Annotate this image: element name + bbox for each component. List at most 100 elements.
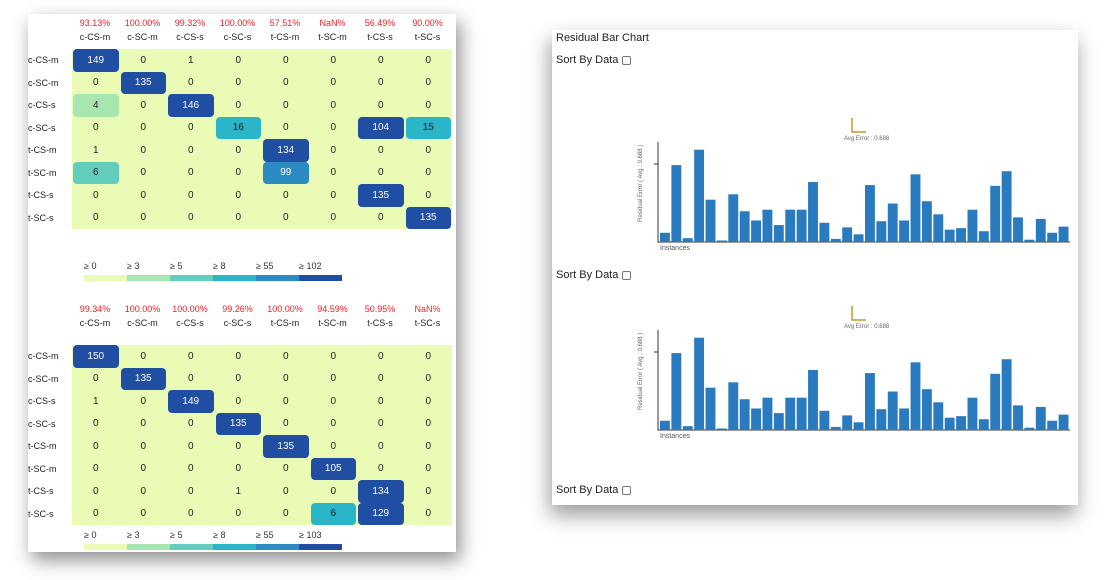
matrix-cell[interactable]: 0: [262, 94, 310, 117]
residual-bar[interactable]: [990, 373, 1001, 430]
matrix-cell[interactable]: 134: [357, 480, 405, 503]
matrix-cell[interactable]: 0: [214, 94, 262, 117]
matrix-cell-highlight[interactable]: 135: [405, 206, 451, 229]
matrix-cell-highlight[interactable]: 135: [120, 71, 166, 94]
matrix-cell[interactable]: 0: [72, 480, 120, 503]
matrix-cell[interactable]: 0: [262, 457, 310, 480]
matrix-cell[interactable]: 135: [119, 367, 167, 390]
matrix-cell[interactable]: 0: [167, 116, 215, 139]
matrix-cell[interactable]: 0: [357, 94, 405, 117]
matrix-cell[interactable]: 104: [357, 116, 405, 139]
matrix-cell-highlight[interactable]: 6: [310, 502, 356, 525]
residual-bar[interactable]: [773, 225, 784, 242]
residual-bar[interactable]: [921, 389, 932, 430]
residual-bar[interactable]: [933, 402, 944, 430]
sort-by-data-control[interactable]: Sort By Data: [556, 269, 632, 281]
matrix-cell[interactable]: 0: [357, 367, 405, 390]
matrix-cell[interactable]: 0: [119, 161, 167, 184]
sort-by-data-control[interactable]: Sort By Data: [556, 54, 632, 66]
matrix-cell[interactable]: 99: [262, 161, 310, 184]
residual-bar[interactable]: [876, 221, 887, 242]
matrix-cell[interactable]: 0: [404, 345, 452, 368]
residual-bar[interactable]: [1047, 420, 1058, 430]
matrix-cell-highlight[interactable]: 150: [73, 345, 119, 368]
residual-bar[interactable]: [728, 382, 739, 430]
matrix-cell[interactable]: 0: [72, 457, 120, 480]
matrix-cell[interactable]: 0: [214, 184, 262, 207]
residual-bar[interactable]: [660, 232, 670, 242]
matrix-cell-highlight[interactable]: 15: [405, 116, 451, 139]
matrix-cell[interactable]: 0: [214, 367, 262, 390]
matrix-cell[interactable]: 0: [404, 184, 452, 207]
matrix-cell[interactable]: 0: [167, 367, 215, 390]
residual-bar[interactable]: [887, 391, 898, 430]
matrix-cell[interactable]: 0: [214, 161, 262, 184]
residual-bar[interactable]: [956, 228, 966, 242]
matrix-cell[interactable]: 0: [72, 116, 120, 139]
matrix-cell-highlight[interactable]: 129: [358, 502, 404, 525]
matrix-cell[interactable]: 0: [119, 49, 167, 72]
residual-bar[interactable]: [671, 165, 682, 242]
matrix-cell[interactable]: 0: [357, 390, 405, 413]
matrix-cell[interactable]: 0: [167, 161, 215, 184]
residual-bar[interactable]: [967, 209, 978, 242]
matrix-cell-highlight[interactable]: 149: [73, 49, 119, 72]
matrix-cell[interactable]: 0: [309, 49, 357, 72]
matrix-cell[interactable]: 0: [119, 206, 167, 229]
matrix-cell[interactable]: 0: [119, 457, 167, 480]
matrix-cell[interactable]: 146: [167, 94, 215, 117]
sort-by-data-control[interactable]: Sort By Data: [556, 484, 632, 496]
residual-bar[interactable]: [705, 387, 716, 430]
matrix-cell[interactable]: 0: [119, 480, 167, 503]
matrix-cell[interactable]: 0: [72, 435, 120, 458]
residual-bar[interactable]: [1001, 171, 1012, 242]
matrix-cell[interactable]: 0: [262, 412, 310, 435]
matrix-cell[interactable]: 0: [262, 206, 310, 229]
residual-bar[interactable]: [956, 416, 966, 430]
matrix-cell-highlight[interactable]: 146: [168, 94, 214, 117]
matrix-cell[interactable]: 0: [309, 94, 357, 117]
matrix-cell[interactable]: 0: [309, 116, 357, 139]
matrix-cell[interactable]: 0: [119, 139, 167, 162]
matrix-cell[interactable]: 0: [357, 206, 405, 229]
matrix-cell[interactable]: 0: [262, 480, 310, 503]
matrix-cell[interactable]: 0: [404, 480, 452, 503]
residual-bar[interactable]: [1024, 427, 1035, 430]
matrix-cell[interactable]: 0: [214, 206, 262, 229]
matrix-cell-highlight[interactable]: 135: [263, 435, 309, 458]
matrix-cell[interactable]: 0: [167, 184, 215, 207]
residual-bar[interactable]: [773, 413, 784, 430]
matrix-cell-highlight[interactable]: 135: [215, 412, 261, 435]
matrix-cell[interactable]: 0: [72, 412, 120, 435]
matrix-cell[interactable]: 135: [119, 71, 167, 94]
residual-bar[interactable]: [933, 214, 944, 242]
matrix-cell[interactable]: 134: [262, 139, 310, 162]
matrix-cell[interactable]: 149: [167, 390, 215, 413]
matrix-cell[interactable]: 0: [167, 412, 215, 435]
matrix-cell[interactable]: 0: [262, 49, 310, 72]
matrix-cell[interactable]: 0: [357, 412, 405, 435]
matrix-cell[interactable]: 0: [119, 94, 167, 117]
matrix-cell[interactable]: 0: [119, 184, 167, 207]
residual-bar[interactable]: [990, 185, 1001, 242]
matrix-cell[interactable]: 0: [167, 457, 215, 480]
matrix-cell[interactable]: 0: [262, 184, 310, 207]
matrix-cell[interactable]: 0: [262, 116, 310, 139]
matrix-cell[interactable]: 4: [72, 94, 120, 117]
residual-bar[interactable]: [967, 397, 978, 430]
residual-bar[interactable]: [716, 240, 727, 242]
matrix-cell[interactable]: 0: [357, 139, 405, 162]
residual-bar[interactable]: [808, 182, 818, 242]
residual-bar[interactable]: [944, 229, 955, 242]
matrix-cell[interactable]: 1: [72, 139, 120, 162]
matrix-cell[interactable]: 0: [214, 49, 262, 72]
matrix-cell-highlight[interactable]: 134: [263, 139, 309, 162]
matrix-cell[interactable]: 129: [357, 502, 405, 525]
matrix-cell-highlight[interactable]: 104: [358, 116, 404, 139]
matrix-cell[interactable]: 0: [119, 412, 167, 435]
residual-bar[interactable]: [830, 426, 841, 430]
matrix-cell-highlight[interactable]: 135: [358, 184, 404, 207]
residual-bar[interactable]: [1047, 232, 1058, 242]
residual-bar[interactable]: [751, 408, 761, 430]
matrix-cell[interactable]: 0: [167, 71, 215, 94]
